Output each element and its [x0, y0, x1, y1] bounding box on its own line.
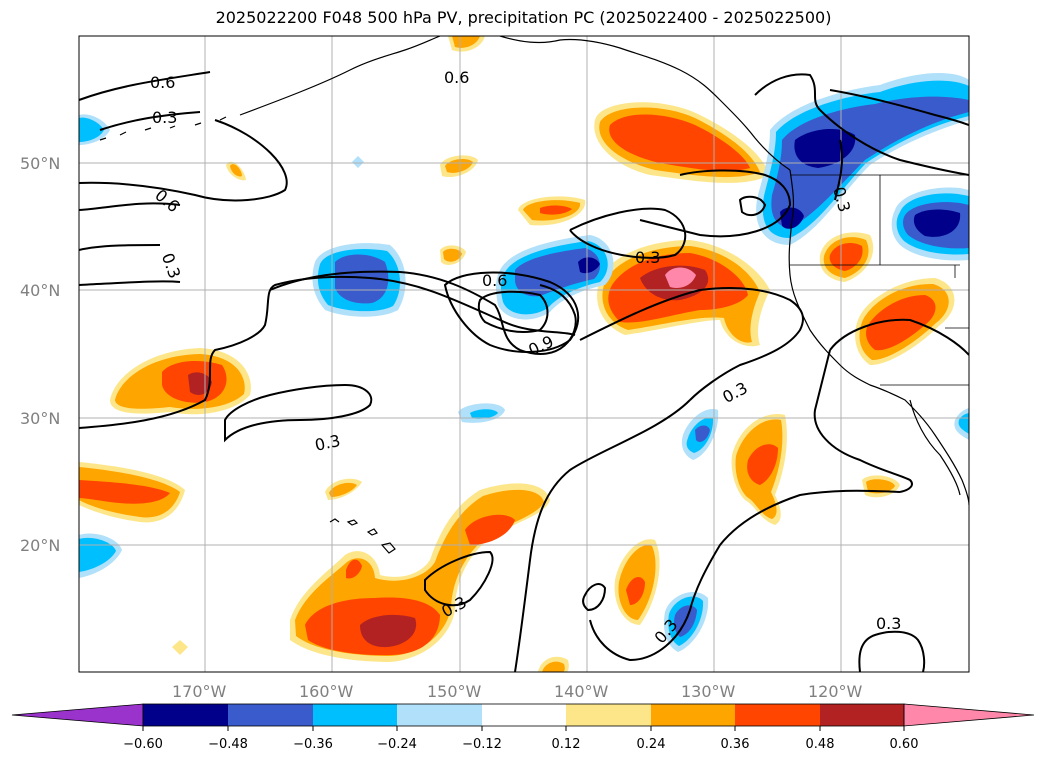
precip-blob: [540, 205, 572, 215]
precip-blob: [866, 479, 895, 494]
colorbar-segment: [313, 704, 397, 726]
precip-blob: [172, 640, 188, 655]
precip-blob: [829, 243, 863, 271]
precip-blob: [695, 425, 710, 442]
colorbar-tick-label: 0.48: [806, 737, 835, 752]
chart-title: 2025022200 F048 500 hPa PV, precipitatio…: [215, 8, 832, 27]
colorbar-segment: [735, 704, 820, 726]
precip-blob: [771, 96, 969, 228]
precip-blob: [335, 254, 389, 304]
latitude-labels: 50°N 40°N 30°N 20°N: [20, 154, 60, 555]
colorbar-tick-label: 0.60: [890, 737, 919, 752]
precip-blob: [360, 614, 417, 648]
lon-label-150w: 150°W: [427, 682, 482, 701]
precip-blob: [346, 559, 362, 579]
precip-blob: [747, 444, 778, 485]
colorbar-segment: [482, 704, 566, 726]
colorbar: −0.60 −0.48 −0.36 −0.24 −0.12 0.12 0.24 …: [11, 703, 1035, 752]
colorbar-frame: [142, 703, 905, 727]
lat-label-30n: 30°N: [20, 409, 60, 428]
precip-blob: [230, 164, 242, 177]
precip-blob: [465, 514, 515, 545]
precip-blob: [866, 295, 936, 351]
colorbar-segment: [651, 704, 735, 726]
colorbar-segment: [228, 704, 313, 726]
precip-blob: [188, 372, 212, 395]
contour-label: 0.3: [152, 108, 177, 127]
lon-label-130w: 130°W: [681, 682, 736, 701]
coastlines: [99, 36, 969, 554]
lat-label-40n: 40°N: [20, 281, 60, 300]
colorbar-segment: [820, 704, 904, 726]
colorbar-tick-label: 0.24: [637, 737, 666, 752]
colorbar-segment: [143, 704, 228, 726]
contour-label: 0.3: [876, 614, 901, 633]
contour-label: 0.3: [313, 431, 342, 455]
lon-label-120w: 120°W: [808, 682, 863, 701]
precip-blob: [79, 117, 104, 142]
colorbar-tick-label: −0.12: [462, 737, 502, 752]
pv-contours: [79, 71, 969, 672]
colorbar-segment: [566, 704, 651, 726]
precip-blob: [542, 661, 565, 672]
lon-label-160w: 160°W: [299, 682, 354, 701]
precip-blob: [329, 482, 357, 497]
precip-blob: [609, 114, 750, 171]
precip-blob: [445, 158, 473, 173]
map-frame: [78, 35, 970, 673]
map-area: 0.6 0.3 0.6 0.3 0.3 0.6 0.3 0.6 0.9 0.3 …: [79, 36, 969, 672]
contour-label: 0.6: [150, 73, 175, 92]
precip-blob: [352, 156, 364, 168]
precip-blob: [443, 248, 462, 262]
colorbar-tick-label: −0.60: [123, 737, 163, 752]
colorbar-tick-label: −0.48: [208, 737, 248, 752]
lat-label-20n: 20°N: [20, 536, 60, 555]
lon-label-170w: 170°W: [172, 682, 227, 701]
precip-blob: [794, 128, 856, 168]
precip-blob: [79, 537, 116, 572]
precip-blob: [470, 409, 498, 419]
colorbar-tick-label: 0.12: [552, 737, 581, 752]
state-borders: [790, 174, 969, 386]
contour-label: 0.6: [444, 68, 469, 87]
precip-blob: [578, 257, 600, 274]
colorbar-segment: [397, 704, 482, 726]
contour-label: 0.3: [635, 248, 660, 267]
precip-blob: [913, 209, 961, 237]
lat-label-50n: 50°N: [20, 154, 60, 173]
lon-label-140w: 140°W: [554, 682, 609, 701]
precip-blob: [79, 480, 170, 504]
colorbar-tick-label: −0.24: [377, 737, 417, 752]
colorbar-extend-low: [11, 703, 144, 727]
precip-blob: [626, 576, 645, 605]
colorbar-tick-label: 0.36: [721, 737, 750, 752]
precip-blob: [515, 248, 601, 297]
positive-precip-fields: [79, 36, 955, 672]
contour-label: 0.6: [482, 271, 507, 290]
colorbar-tick-label: −0.36: [293, 737, 333, 752]
precip-blob: [452, 36, 480, 48]
colorbar-extend-high: [903, 703, 1035, 727]
precip-blob: [665, 267, 696, 288]
longitude-labels: 170°W 160°W 150°W 140°W 130°W 120°W: [172, 682, 863, 701]
